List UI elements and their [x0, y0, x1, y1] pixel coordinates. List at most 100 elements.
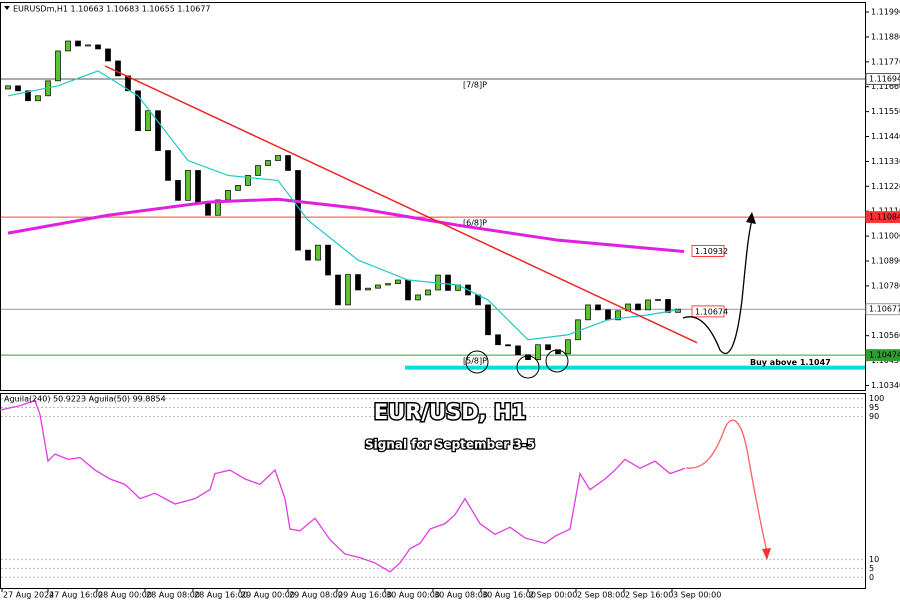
indicator-forecast	[685, 419, 768, 553]
candle	[95, 44, 101, 50]
candle	[485, 304, 491, 336]
candle	[345, 274, 351, 306]
candle	[365, 287, 371, 291]
candle	[445, 274, 451, 291]
candle	[165, 150, 171, 181]
x-tick-label: 2 Sep 08:00	[577, 591, 625, 600]
line-end-label: 1.10674	[695, 307, 728, 316]
x-tick-label: 2 Sep 16:00	[625, 591, 673, 600]
candle	[175, 180, 181, 201]
candle	[205, 201, 211, 216]
y-tick-label: 1.11000	[871, 232, 900, 241]
candle	[5, 85, 11, 90]
level-tag: [6/8]P	[463, 219, 487, 228]
y-tick-label: 1.10560	[871, 331, 900, 340]
menu-icon	[4, 6, 10, 10]
symbol-header: EURUSDm,H1 1.10663 1.10683 1.10655 1.106…	[13, 5, 211, 14]
candle	[135, 90, 141, 131]
indicator-panel	[0, 393, 866, 589]
candle	[375, 284, 381, 289]
candle	[415, 294, 421, 301]
indicator-line	[7, 197, 685, 253]
y-tick-label: 90	[869, 412, 879, 421]
candle	[615, 310, 621, 321]
candle	[505, 344, 511, 347]
x-tick-label: 28 Aug 00:00	[98, 591, 152, 600]
forecast-curve	[682, 219, 753, 355]
candle	[595, 304, 601, 311]
candle	[75, 40, 81, 47]
y-tick-label: 1.11550	[871, 107, 900, 116]
price-box	[865, 73, 900, 86]
candle	[145, 110, 151, 131]
candle	[55, 50, 61, 82]
y-tick-label: 10	[869, 555, 879, 564]
candle	[65, 40, 71, 52]
oscillator-line	[0, 399, 686, 573]
forecast-arrow	[746, 212, 756, 224]
candle	[385, 283, 391, 286]
y-tick-label: 5	[869, 564, 874, 573]
candle	[35, 95, 41, 102]
candle	[305, 249, 311, 261]
candle	[315, 244, 321, 261]
candle	[15, 85, 21, 92]
y-tick-label: 1.10780	[871, 281, 900, 290]
indicator-line	[104, 65, 698, 344]
candle	[255, 165, 261, 176]
candle	[565, 339, 571, 355]
x-tick-label: 27 Aug 16:00	[49, 591, 103, 600]
y-tick-label: 0	[869, 573, 874, 582]
candle	[105, 48, 111, 62]
highlight-circle	[545, 349, 569, 373]
candle	[185, 170, 191, 201]
x-tick-label: 29 Aug 00:00	[241, 591, 295, 600]
candle	[245, 175, 251, 186]
y-tick-label: 95	[869, 403, 879, 412]
candle	[115, 60, 121, 77]
y-tick-label: 1.11220	[871, 182, 900, 191]
candle	[335, 274, 341, 306]
candle	[655, 299, 661, 301]
x-tick-label: 30 Aug 16:00	[482, 591, 536, 600]
candle	[425, 289, 431, 296]
y-tick-label: 100	[869, 394, 884, 403]
x-tick-label: 28 Aug 08:00	[146, 591, 200, 600]
candle	[85, 44, 91, 47]
chart-title: EUR/USD, H1	[374, 400, 526, 424]
candle	[235, 185, 241, 191]
x-tick-label: 30 Aug 00:00	[386, 591, 440, 600]
x-tick-label: 29 Aug 08:00	[289, 591, 343, 600]
y-tick-label: 1.11880	[871, 32, 900, 41]
candle	[635, 303, 641, 311]
support-text: Buy above 1.1047	[750, 358, 831, 367]
candle	[495, 334, 501, 346]
y-tick-label: 1.11990	[871, 8, 900, 17]
price-box	[865, 349, 900, 362]
candle	[515, 345, 521, 356]
indicator-arrow	[762, 548, 771, 560]
candle	[405, 279, 411, 301]
candle	[265, 160, 271, 166]
y-tick-label: 1.10890	[871, 257, 900, 266]
x-tick-label: 2 Sep 00:00	[529, 591, 577, 600]
candle	[225, 190, 231, 201]
candle	[215, 199, 221, 216]
candle	[665, 299, 671, 313]
candle	[25, 90, 31, 102]
y-tick-label: 1.10340	[871, 381, 900, 390]
chart-subtitle: Signal for September 3-5	[365, 438, 535, 452]
indicator-header: Aguila(240) 50.9223 Aguila(50) 99.8854	[4, 395, 166, 404]
candle	[285, 155, 291, 171]
x-tick-label: 29 Aug 16:00	[338, 591, 392, 600]
line-end-box	[691, 244, 725, 257]
price-box-label: 1.10474	[869, 351, 900, 360]
candle	[325, 244, 331, 276]
candle	[275, 155, 281, 161]
line-end-label: 1.10932	[695, 247, 728, 256]
candle	[355, 274, 361, 291]
candle	[535, 344, 541, 361]
x-tick-label: 3 Sep 00:00	[673, 591, 721, 600]
y-tick-label: 1.11330	[871, 157, 900, 166]
